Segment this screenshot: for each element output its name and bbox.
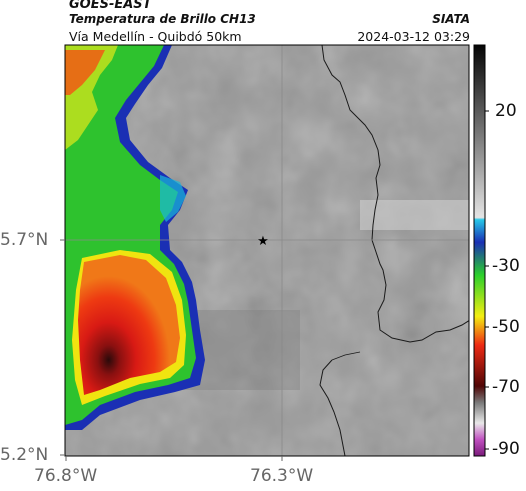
- region-label: Vía Medellín - Quibdó 50km: [69, 29, 242, 44]
- lon-tick-76-8: 76.8°W: [34, 466, 98, 486]
- bright-band: [360, 200, 469, 230]
- colorbar-label-m30: -30: [492, 256, 520, 276]
- product-title: Temperatura de Brillo CH13: [69, 12, 256, 26]
- station-star-icon: ★: [257, 234, 269, 249]
- colorbar-label-m70: -70: [492, 377, 520, 397]
- border-line-1: [321, 45, 469, 343]
- lat-tick-5-7: 5.7°N: [0, 230, 49, 250]
- map-frame: [64, 44, 470, 457]
- cloud-teal-fringe: [160, 175, 186, 222]
- border-line-2: [319, 359, 346, 456]
- border-line-3: [331, 351, 361, 361]
- colorbar-label-m90: -90: [492, 439, 520, 459]
- organization-label: SIATA: [432, 12, 470, 26]
- colorbar: [473, 44, 486, 457]
- colorbar-label-m50: -50: [492, 317, 520, 337]
- cloud-orange-core-top: [65, 50, 105, 95]
- lat-tick-5-2: 5.2°N: [0, 445, 49, 465]
- lon-tick-76-3: 76.3°W: [250, 466, 314, 486]
- timestamp-label: 2024-03-12 03:29: [357, 29, 470, 44]
- cloud-cold-core: [78, 255, 180, 395]
- colorbar-label-20: 20: [495, 101, 517, 121]
- satellite-name: GOES-EAST: [69, 0, 152, 12]
